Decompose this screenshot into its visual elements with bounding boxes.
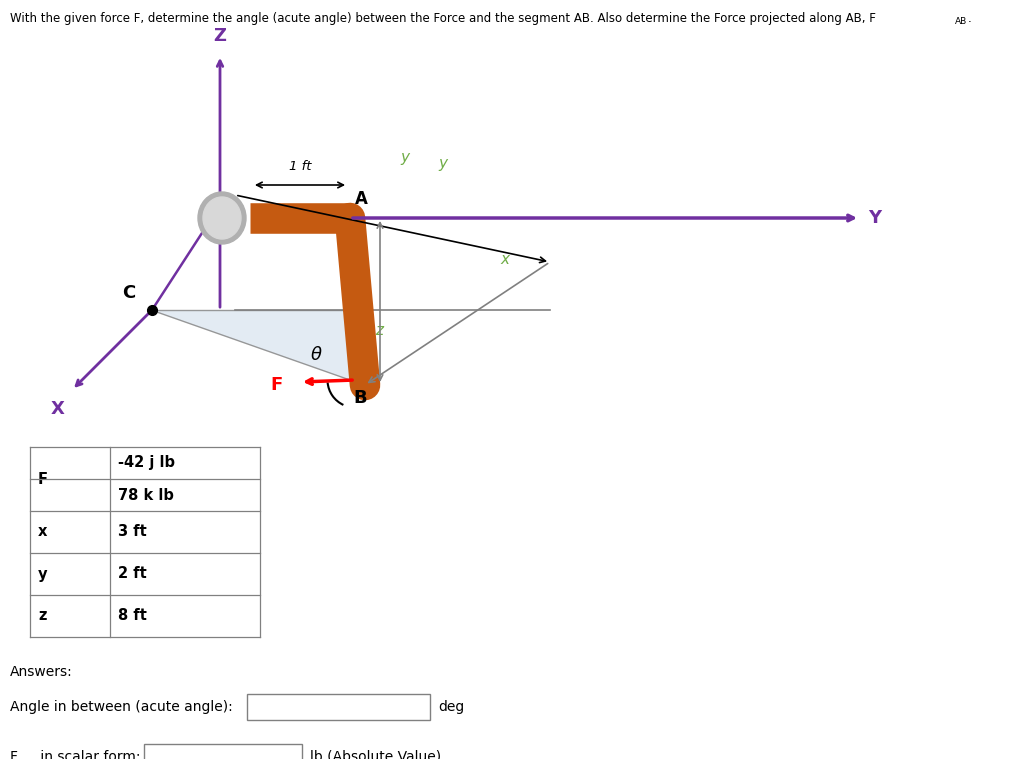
Text: $\theta$: $\theta$ xyxy=(310,346,323,364)
FancyBboxPatch shape xyxy=(247,694,430,720)
Text: A: A xyxy=(355,190,368,208)
Text: .: . xyxy=(968,12,972,25)
Text: y: y xyxy=(438,156,447,171)
FancyBboxPatch shape xyxy=(144,744,302,759)
Text: 3 ft: 3 ft xyxy=(118,524,147,540)
Text: AB: AB xyxy=(955,17,968,26)
Text: 78 k lb: 78 k lb xyxy=(118,487,174,502)
Text: Z: Z xyxy=(213,27,227,45)
Text: F: F xyxy=(10,750,18,759)
Text: z: z xyxy=(38,609,46,623)
Text: B: B xyxy=(354,389,367,407)
Text: x: x xyxy=(500,252,509,267)
Text: y: y xyxy=(400,150,409,165)
Text: x: x xyxy=(38,524,47,540)
Ellipse shape xyxy=(198,192,246,244)
Text: Y: Y xyxy=(868,209,882,227)
Text: in scalar form:: in scalar form: xyxy=(36,750,140,759)
Text: Angle in between (acute angle):: Angle in between (acute angle): xyxy=(10,700,233,714)
Text: z: z xyxy=(375,323,383,338)
Text: C: C xyxy=(122,284,135,302)
Text: 1 ft: 1 ft xyxy=(289,160,312,173)
Text: X: X xyxy=(51,400,65,418)
Text: Answers:: Answers: xyxy=(10,665,73,679)
Text: F: F xyxy=(38,471,48,487)
Polygon shape xyxy=(152,310,365,385)
Ellipse shape xyxy=(203,197,241,239)
Text: y: y xyxy=(38,566,47,581)
Text: -42 j lb: -42 j lb xyxy=(118,455,175,471)
Text: deg: deg xyxy=(438,700,464,714)
Text: F: F xyxy=(270,376,282,394)
Text: 8 ft: 8 ft xyxy=(118,609,147,623)
Text: With the given force F, determine the angle (acute angle) between the Force and : With the given force F, determine the an… xyxy=(10,12,876,25)
Text: 2 ft: 2 ft xyxy=(118,566,147,581)
Text: lb (Absolute Value): lb (Absolute Value) xyxy=(310,750,441,759)
